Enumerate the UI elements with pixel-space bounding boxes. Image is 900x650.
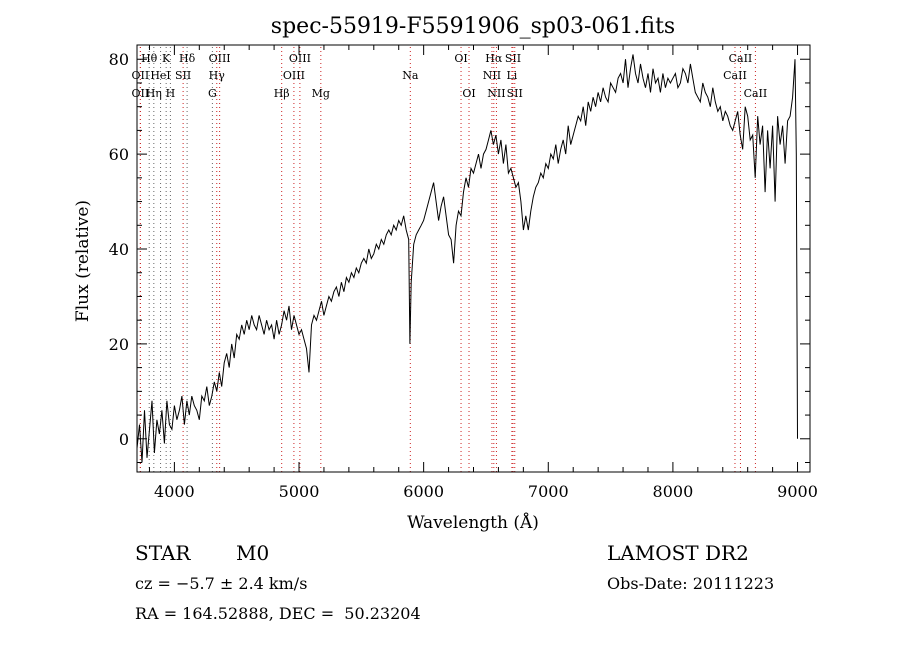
marker-label-6: Hα (485, 52, 503, 65)
x-tick-label: 4000 (154, 482, 195, 501)
marker-label-2: Hδ (179, 52, 196, 65)
chart-title: spec-55919-F5591906_sp03-061.fits (271, 14, 675, 39)
marker-label-22: Hβ (274, 87, 290, 100)
marker-label-24: OI (462, 87, 475, 100)
marker-label-8: CaII (729, 52, 753, 65)
spectrum-line (136, 54, 798, 463)
x-tick-label: 7000 (528, 482, 569, 501)
marker-label-11: SII (175, 69, 191, 82)
plot-frame (136, 44, 811, 473)
y-tick-label: 0 (119, 430, 129, 449)
x-tick-label: 5000 (279, 482, 320, 501)
object-subclass: M0 (236, 541, 270, 565)
y-axis-label: Flux (relative) (73, 200, 93, 322)
y-tick-label: 40 (109, 240, 129, 259)
observation-date: Obs-Date: 20111223 (607, 574, 775, 593)
marker-label-18: OII (132, 87, 150, 100)
marker-label-23: Mg (312, 87, 330, 100)
marker-label-12: Hγ (209, 69, 226, 82)
y-tick-label: 80 (109, 50, 129, 69)
x-tick-label: 8000 (653, 482, 694, 501)
survey-name: LAMOST DR2 (607, 541, 749, 565)
marker-label-14: Na (402, 69, 419, 82)
radial-velocity: cz = −5.7 ± 2.4 km/s (135, 574, 308, 593)
marker-label-0: Hθ (141, 52, 158, 65)
x-axis-label: Wavelength (Å) (407, 512, 539, 533)
coordinates: RA = 164.52888, DEC = 50.23204 (135, 604, 421, 623)
marker-label-15: NII (483, 69, 501, 82)
x-tick-label: 9000 (777, 482, 818, 501)
object-class: STAR (135, 541, 191, 565)
x-tick-label: 6000 (403, 482, 444, 501)
marker-label-21: G (208, 87, 217, 100)
marker-label-19: Hη (146, 87, 162, 100)
marker-label-1: K (162, 52, 171, 65)
y-tick-label: 60 (109, 145, 129, 164)
y-tick-label: 20 (109, 335, 129, 354)
marker-label-7: SII (505, 52, 521, 65)
axes: 4000 5000 6000 7000 8000 9000 0 20 40 60 80 (109, 44, 818, 501)
marker-label-17: CaII (723, 69, 747, 82)
marker-label-20: H (166, 87, 176, 100)
marker-label-3: OIII (209, 52, 231, 65)
marker-label-26: SII (507, 87, 523, 100)
marker-label-27: CaII (744, 87, 768, 100)
marker-label-5: OI (454, 52, 467, 65)
marker-label-4: OIII (289, 52, 311, 65)
marker-label-16: Li (506, 69, 517, 82)
marker-label-10: HeI (150, 69, 170, 82)
marker-label-13: OIII (283, 69, 305, 82)
marker-label-25: NII (487, 87, 505, 100)
